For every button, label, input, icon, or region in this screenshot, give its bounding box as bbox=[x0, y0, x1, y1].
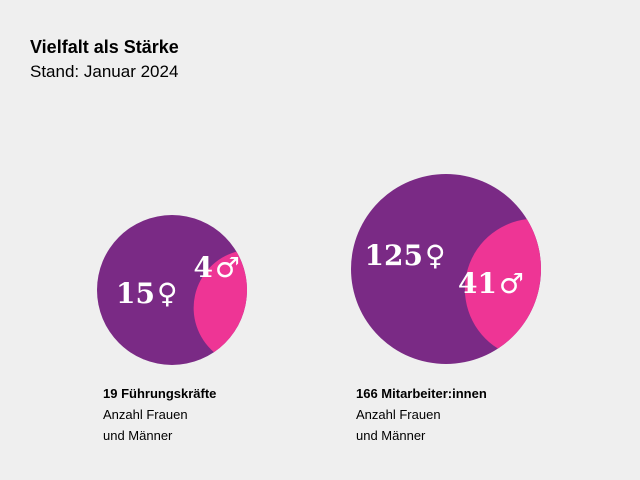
male-symbol-icon: ♂ bbox=[215, 251, 240, 284]
leaders-men-count: 4 bbox=[194, 251, 213, 284]
employees-caption: 166 Mitarbeiter:innen Anzahl Frauen und … bbox=[356, 383, 487, 446]
leaders-caption-line1: Anzahl Frauen bbox=[103, 407, 188, 422]
leaders-women-count: 15 bbox=[116, 277, 155, 310]
leaders-men-segment bbox=[193, 251, 247, 353]
page-subtitle: Stand: Januar 2024 bbox=[30, 62, 179, 81]
employees-women-count: 125 bbox=[365, 239, 423, 272]
employees-men-segment bbox=[464, 219, 541, 349]
leaders-caption-line2: und Männer bbox=[103, 428, 173, 443]
female-symbol-icon: ♀ bbox=[157, 277, 178, 310]
leaders-chart: 15 ♀ 4 ♂ bbox=[97, 215, 247, 365]
employees-men-count: 41 bbox=[458, 267, 497, 300]
employees-total-label: 166 Mitarbeiter:innen bbox=[356, 386, 487, 401]
employees-caption-line1: Anzahl Frauen bbox=[356, 407, 441, 422]
employees-caption-line2: und Männer bbox=[356, 428, 426, 443]
page-title: Vielfalt als Stärke bbox=[30, 37, 179, 57]
leaders-caption: 19 Führungskräfte Anzahl Frauen und Männ… bbox=[103, 383, 216, 446]
female-symbol-icon: ♀ bbox=[425, 239, 446, 272]
male-symbol-icon: ♂ bbox=[499, 267, 524, 300]
leaders-total-label: 19 Führungskräfte bbox=[103, 386, 217, 401]
employees-chart: 125 ♀ 41 ♂ bbox=[351, 174, 541, 364]
